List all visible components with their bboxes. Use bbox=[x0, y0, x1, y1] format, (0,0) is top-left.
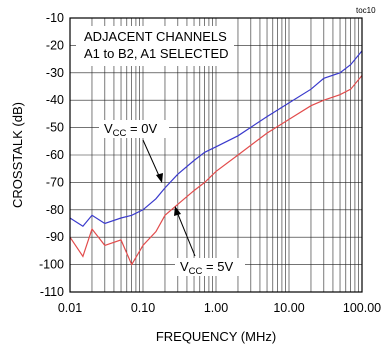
y-tick-label: -50 bbox=[46, 121, 64, 135]
series-label-1: VCC = 5V bbox=[174, 206, 245, 277]
y-tick-label: -100 bbox=[39, 258, 64, 272]
series-label-0-arrow bbox=[142, 139, 161, 179]
series-label-0-text: VCC = 0V bbox=[104, 121, 157, 139]
x-axis-label: FREQUENCY (MHz) bbox=[156, 329, 276, 344]
x-tick-label: 100.00 bbox=[343, 301, 381, 315]
y-tick-label: -30 bbox=[46, 66, 64, 80]
series-label-1-sub: CC bbox=[189, 266, 203, 277]
y-axis-label: CROSSTALK (dB) bbox=[10, 102, 25, 208]
series-label-1-bg bbox=[175, 258, 245, 276]
annotation-line-2: A1 to B2, A1 SELECTED bbox=[84, 46, 229, 61]
plot-frame bbox=[69, 17, 363, 293]
x-tick-labels: 0.01 0.10 1.00 10.00 100.00 bbox=[58, 301, 381, 315]
y-tick-label: -80 bbox=[46, 203, 64, 217]
series-lines bbox=[69, 50, 363, 266]
y-tick-label: -70 bbox=[46, 175, 64, 189]
series-label-0-main: V bbox=[104, 121, 113, 136]
series-label-0-value: = 0V bbox=[126, 121, 157, 136]
series-label-0-arrowhead bbox=[156, 173, 163, 183]
y-tick-label: -40 bbox=[46, 93, 64, 107]
y-tick-label: -10 bbox=[46, 11, 64, 25]
y-tick-label: -90 bbox=[46, 230, 64, 244]
series-label-0-bg bbox=[99, 120, 169, 138]
series-label-1-value: = 5V bbox=[202, 259, 233, 274]
series-label-1-main: V bbox=[180, 259, 189, 274]
x-tick-label: 1.00 bbox=[204, 301, 228, 315]
figure-id: toc10 bbox=[356, 6, 376, 15]
annotation-box bbox=[76, 26, 234, 66]
x-tick-label: 10.00 bbox=[273, 301, 304, 315]
series-label-1-arrow bbox=[176, 211, 196, 257]
y-tick-label: -20 bbox=[46, 38, 64, 52]
x-tick-label: 0.10 bbox=[131, 301, 155, 315]
y-tick-label: -60 bbox=[46, 148, 64, 162]
series-line-0 bbox=[69, 50, 363, 227]
x-tick-label: 0.01 bbox=[58, 301, 82, 315]
annotation-line-1: ADJACENT CHANNELS bbox=[84, 29, 227, 44]
series-label-0: VCC = 0V bbox=[99, 120, 169, 183]
series-label-1-arrowhead bbox=[174, 206, 181, 216]
series-label-0-sub: CC bbox=[113, 128, 127, 139]
y-tick-labels: -10 -20 -30 -40 -50 -60 -70 -80 -90 -100 -110 bbox=[39, 11, 64, 299]
series-label-1-text: VCC = 5V bbox=[180, 259, 233, 277]
y-tick-label: -110 bbox=[40, 285, 64, 299]
series-line-1 bbox=[69, 75, 363, 266]
